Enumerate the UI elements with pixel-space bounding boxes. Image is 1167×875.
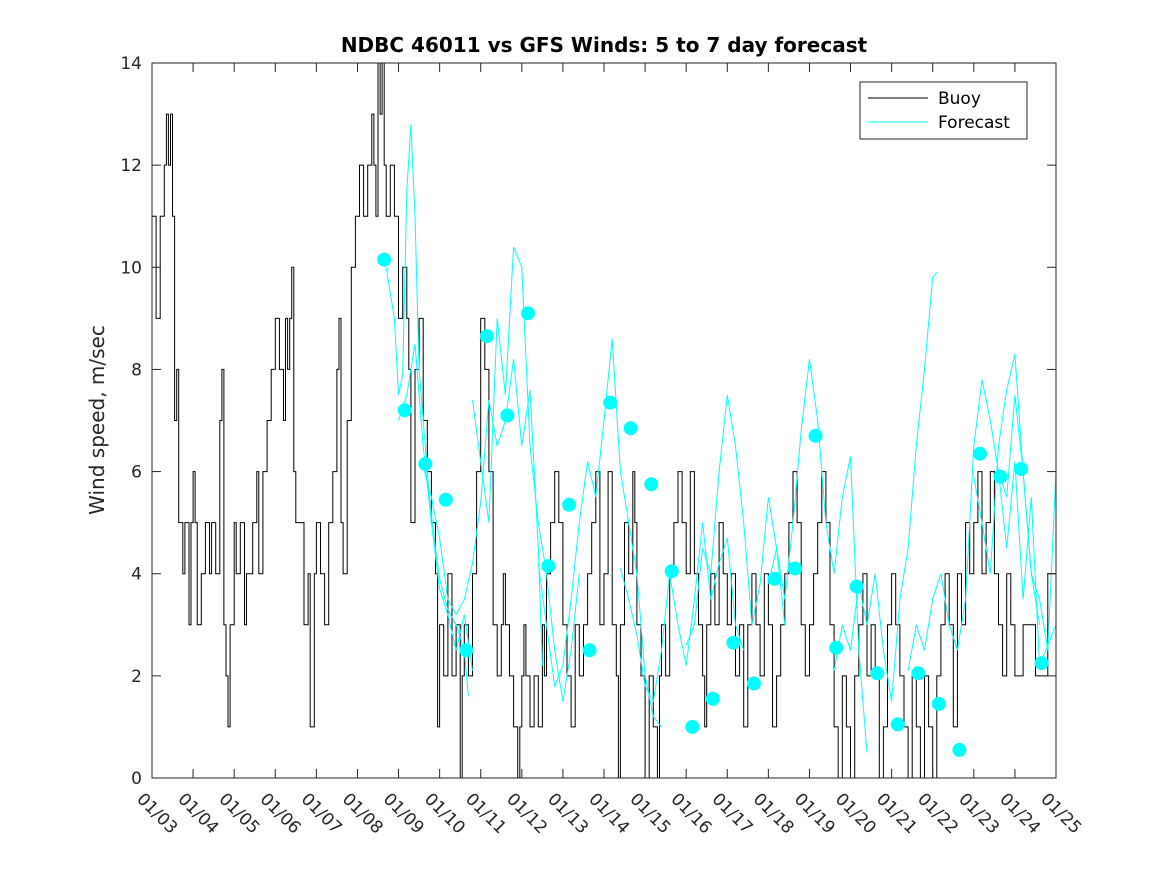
- forecast-marker: [582, 643, 597, 658]
- forecast-marker: [459, 643, 474, 658]
- chart-title: NDBC 46011 vs GFS Winds: 5 to 7 day fore…: [341, 33, 868, 57]
- forecast-marker: [377, 252, 392, 267]
- buoy-line: [152, 62, 1057, 779]
- y-axis-label: Wind speed, m/sec: [85, 325, 109, 515]
- forecast-marker: [870, 666, 885, 681]
- forecast-marker: [500, 408, 515, 423]
- forecast-marker: [397, 403, 412, 418]
- forecast-run-line: [767, 359, 868, 753]
- forecast-marker: [952, 742, 967, 757]
- y-tick-label: 8: [131, 360, 142, 380]
- forecast-marker: [911, 666, 926, 681]
- forecast-marker: [479, 329, 494, 344]
- forecast-marker: [1034, 656, 1049, 671]
- forecast-marker: [521, 306, 535, 321]
- forecast-marker: [726, 635, 741, 650]
- y-tick-label: 10: [120, 258, 142, 278]
- forecast-run-line: [537, 338, 662, 728]
- forecast-run-line: [907, 379, 1041, 671]
- forecast-run-line: [422, 359, 543, 666]
- legend-buoy-label: Buoy: [938, 89, 981, 109]
- forecast-marker: [562, 497, 577, 512]
- forecast-marker: [849, 579, 864, 594]
- y-tick-label: 12: [120, 156, 142, 176]
- forecast-series: [385, 124, 1057, 753]
- forecast-marker: [603, 395, 618, 410]
- legend-box: [859, 81, 1028, 140]
- y-tick-label: 6: [131, 463, 142, 483]
- forecast-marker: [993, 469, 1008, 484]
- forecast-marker: [644, 477, 659, 492]
- forecast-marker: [808, 428, 823, 443]
- legend-forecast-label: Forecast: [938, 113, 1010, 133]
- forecast-marker: [438, 492, 453, 507]
- y-tick-label: 14: [120, 54, 142, 74]
- forecast-markers: [377, 252, 1049, 757]
- buoy-series: [152, 62, 1057, 779]
- forecast-marker: [973, 446, 987, 461]
- forecast-marker: [623, 421, 638, 436]
- y-tick-label: 0: [131, 769, 142, 789]
- forecast-marker: [747, 676, 761, 691]
- forecast-run-line: [385, 124, 469, 697]
- forecast-marker: [705, 691, 720, 706]
- legend: Buoy Forecast: [859, 81, 1028, 140]
- forecast-run-line: [619, 522, 745, 703]
- forecast-run-line: [998, 461, 1057, 666]
- y-tick-label: 4: [131, 565, 142, 585]
- forecast-run-line: [685, 394, 786, 646]
- forecast-marker: [541, 559, 556, 574]
- plot-area: [151, 62, 1057, 779]
- forecast-marker: [829, 640, 844, 655]
- forecast-run-line: [398, 343, 473, 671]
- forecast-marker: [1014, 462, 1029, 476]
- y-tick-label: 2: [131, 667, 142, 687]
- forecast-marker: [931, 696, 946, 711]
- forecast-run-line: [833, 272, 938, 702]
- forecast-marker: [664, 564, 679, 579]
- y-axis: 0 2 4 6 8 10 12 14: [120, 54, 1056, 789]
- forecast-marker: [767, 571, 782, 586]
- forecast-run-line: [472, 246, 580, 702]
- forecast-run-line: [973, 353, 1057, 651]
- forecast-marker: [890, 717, 905, 732]
- forecast-marker: [685, 719, 700, 734]
- forecast-marker: [418, 456, 433, 471]
- forecast-marker: [788, 561, 803, 576]
